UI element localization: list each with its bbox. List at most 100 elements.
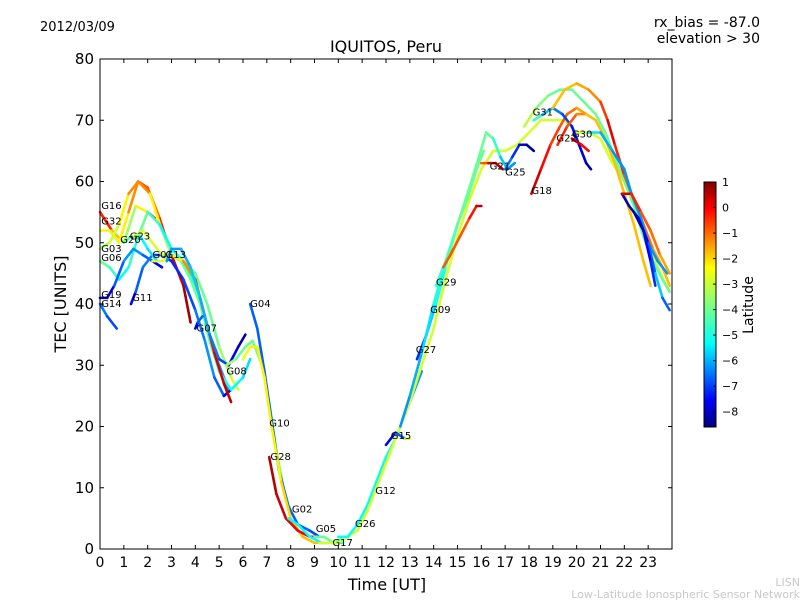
trace-segment [98, 210, 114, 232]
x-tick-label: 19 [544, 555, 562, 571]
trace-segment [575, 82, 590, 91]
trace-segment [599, 137, 614, 165]
x-tick-label: 13 [401, 555, 419, 571]
trace-segment [122, 247, 135, 263]
trace-segment [484, 131, 495, 140]
trace-segment [658, 253, 671, 275]
x-tick-label: 4 [191, 555, 200, 571]
trace-segment [565, 112, 578, 128]
trace-segment [582, 100, 598, 116]
trace-segment [620, 192, 631, 208]
colorbar [703, 181, 717, 428]
trace-segment [141, 253, 154, 269]
trace-segment [441, 253, 452, 269]
trace-segment [356, 510, 369, 532]
trace-segment [284, 517, 300, 532]
trace-segment [117, 192, 130, 226]
trace-segment [189, 265, 202, 300]
x-tick-label: 15 [449, 555, 467, 571]
trace-segment [525, 143, 536, 153]
trace-segment [613, 161, 626, 196]
trace-segment [105, 284, 116, 300]
trace-segment [556, 125, 569, 147]
trace-segment [577, 143, 588, 165]
trace-segment [179, 259, 192, 281]
trace-segment [225, 357, 238, 367]
trace-segment [530, 167, 543, 196]
trace-segment [365, 486, 378, 514]
trace-segment [141, 253, 154, 263]
trace-segment [503, 143, 519, 153]
trace-segment [229, 376, 245, 392]
chart-title: IQUITOS, Peru [330, 37, 442, 56]
trace-segment [656, 259, 669, 275]
trace-segment [98, 302, 109, 318]
series-label: G03 [101, 244, 121, 255]
trace-segment [449, 235, 462, 257]
series-label: G15 [391, 431, 411, 442]
trace-segment [456, 198, 471, 238]
trace-segment [458, 216, 471, 238]
series-label: G10 [269, 419, 289, 430]
trace-segment [179, 247, 192, 269]
series-g13 [165, 247, 247, 367]
trace-segment [549, 125, 562, 147]
trace-segment [165, 247, 173, 263]
series-label: G09 [430, 305, 450, 316]
trace-segment [98, 241, 111, 251]
series-layer [98, 82, 671, 545]
series-label: G20 [120, 235, 140, 246]
trace-segment [286, 517, 300, 526]
trace-segment [146, 247, 159, 263]
trace-segment [613, 155, 626, 183]
trace-segment [151, 241, 164, 257]
colorbar-tick-label: −3 [722, 278, 738, 291]
trace-segment [565, 106, 578, 116]
trace-segment [117, 265, 130, 281]
colorbar-tick-label: 0 [722, 202, 729, 215]
trace-segment [570, 137, 583, 147]
series-label: G14 [101, 299, 121, 310]
trace-segment [267, 455, 278, 496]
x-tick-label: 18 [520, 555, 538, 571]
trace-segment [630, 192, 643, 214]
trace-segment [236, 333, 247, 349]
colorbar-ticks: 1 0 −1 −2 −3 −4 −5 −6 −7 −8 [713, 176, 738, 419]
trace-segment [444, 223, 459, 263]
series-g13b [632, 210, 657, 287]
series-label: G28 [270, 452, 290, 463]
trace-segment [182, 278, 197, 312]
elevation-label: elevation > 30 [657, 31, 760, 47]
series-label: G21 [490, 161, 510, 172]
trace-segment [134, 265, 145, 294]
x-tick-label: 3 [167, 555, 176, 571]
trace-segment [346, 523, 359, 539]
trace-segment [551, 106, 564, 116]
series-label: G16 [101, 201, 121, 212]
x-tick-label: 5 [215, 555, 224, 571]
trace-segment [127, 180, 140, 196]
series-label: G31 [533, 107, 553, 118]
trace-segment [158, 223, 173, 251]
trace-segment [286, 504, 300, 526]
y-tick-label: 0 [84, 540, 94, 558]
series-label: G29 [436, 278, 456, 289]
colorbar-tick-label: −1 [722, 227, 738, 240]
trace-segment [639, 210, 652, 232]
trace-segment [480, 149, 495, 171]
trace-segment [356, 504, 369, 526]
series-label: G32 [101, 216, 121, 227]
trace-segment [194, 272, 209, 306]
x-tick-label: 23 [639, 555, 657, 571]
series-g14 [98, 302, 118, 330]
series-g21 [480, 161, 505, 171]
trace-segment [584, 161, 593, 171]
x-tick-label: 0 [96, 555, 105, 571]
trace-segment [491, 137, 502, 159]
y-tick-label: 80 [75, 50, 94, 68]
trace-segment [108, 223, 121, 245]
trace-segment [394, 431, 407, 441]
trace-segment [208, 333, 221, 361]
x-tick-label: 22 [615, 555, 633, 571]
trace-segment [649, 259, 657, 287]
